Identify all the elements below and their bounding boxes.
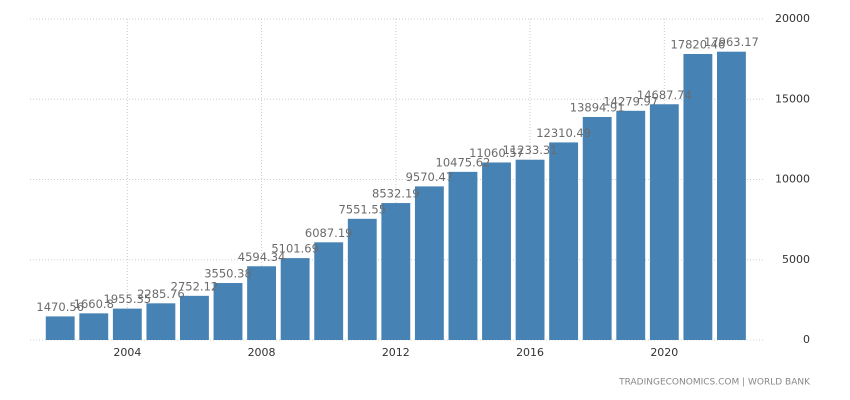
- bar: [247, 266, 277, 340]
- bar: [482, 162, 511, 340]
- value-label: 2285.76: [137, 287, 185, 301]
- value-label: 2752.12: [171, 279, 219, 293]
- bar: [180, 295, 209, 340]
- bar: [146, 303, 176, 340]
- bar: [213, 283, 243, 340]
- bar: [314, 242, 344, 340]
- bar: [549, 142, 579, 340]
- value-label: 9570.47: [406, 170, 454, 184]
- y-tick-label: 20000: [775, 12, 810, 25]
- value-label: 1660.8: [74, 297, 114, 311]
- value-label: 1955.35: [104, 292, 152, 306]
- value-label: 17963.17: [704, 35, 759, 49]
- bar: [347, 218, 377, 340]
- x-tick-label: 2016: [516, 346, 544, 359]
- bar: [112, 308, 142, 340]
- value-label: 7551.55: [338, 202, 386, 216]
- y-tick-label: 5000: [782, 253, 810, 266]
- value-label: 5101.69: [271, 242, 319, 256]
- value-label: 14279.97: [603, 94, 658, 108]
- bar: [79, 313, 109, 340]
- bar: [280, 258, 310, 340]
- value-label: 13894.91: [570, 100, 625, 114]
- x-tick-label: 2012: [382, 346, 410, 359]
- value-label: 10475.62: [436, 155, 491, 169]
- value-label: 12310.49: [536, 126, 591, 140]
- value-label: 17820.46: [670, 37, 725, 51]
- bar: [448, 171, 478, 340]
- x-tick-label: 2004: [113, 346, 141, 359]
- value-label: 14687.74: [637, 88, 692, 102]
- value-label: 11060.57: [469, 146, 524, 160]
- bar: [515, 159, 545, 340]
- x-tick-label: 2020: [650, 346, 678, 359]
- value-label: 3550.38: [204, 267, 252, 281]
- y-tick-label: 15000: [775, 92, 810, 105]
- y-tick-label: 10000: [775, 173, 810, 186]
- x-tick-label: 2008: [248, 346, 276, 359]
- bar: [717, 51, 746, 340]
- value-label: 6087.19: [305, 226, 353, 240]
- value-label: 1470.56: [36, 300, 84, 314]
- y-tick-label: 0: [803, 333, 810, 346]
- bar: [381, 203, 411, 340]
- bar: [582, 116, 612, 340]
- bar: [414, 186, 444, 340]
- bar: [649, 104, 679, 340]
- value-label: 4594.34: [238, 250, 286, 264]
- value-label: 8532.19: [372, 187, 420, 201]
- source: TRADINGECONOMICS.COM | WORLD BANK: [618, 378, 811, 388]
- bar: [683, 53, 713, 340]
- bar: [45, 316, 75, 340]
- value-label: 11233.31: [503, 143, 558, 157]
- bar: [616, 110, 646, 340]
